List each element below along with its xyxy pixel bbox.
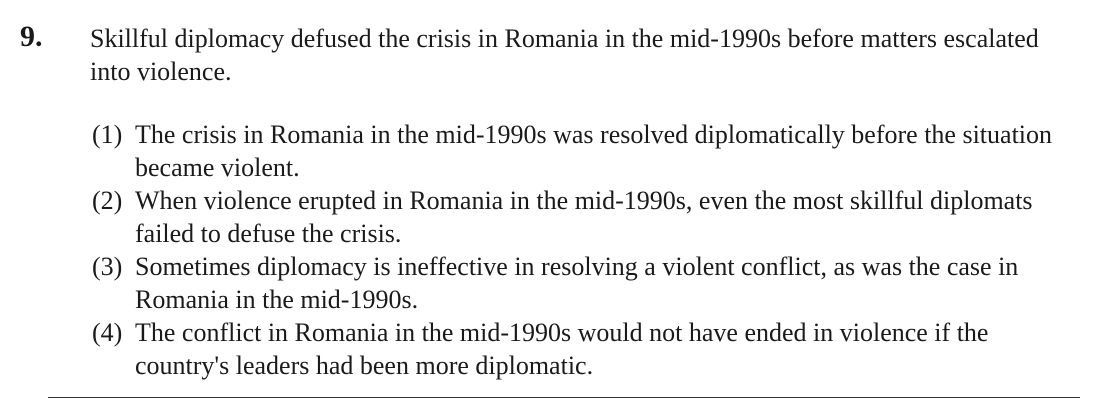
option-text: The crisis in Romania in the mid-1990s w… (135, 120, 1053, 182)
option-label: (4) (92, 318, 123, 347)
option-label: (2) (92, 186, 123, 215)
answer-option-2: (2) When violence erupted in Romania in … (92, 184, 1082, 250)
answer-option-1: (1) The crisis in Romania in the mid-199… (92, 118, 1082, 184)
answer-option-4: (4) The conflict in Romania in the mid-1… (92, 316, 1082, 382)
option-text: Sometimes diplomacy is ineffective in re… (135, 252, 1019, 314)
answer-options: (1) The crisis in Romania in the mid-199… (92, 118, 1082, 382)
option-label: (3) (92, 252, 123, 281)
divider-line (48, 397, 1080, 398)
option-text: The conflict in Romania in the mid-1990s… (135, 318, 989, 380)
answer-option-3: (3) Sometimes diplomacy is ineffective i… (92, 250, 1082, 316)
question-stem: Skillful diplomacy defused the crisis in… (90, 24, 1039, 86)
option-text: When violence erupted in Romania in the … (135, 186, 1033, 248)
question-number: 9. (20, 20, 43, 53)
option-label: (1) (92, 120, 123, 149)
